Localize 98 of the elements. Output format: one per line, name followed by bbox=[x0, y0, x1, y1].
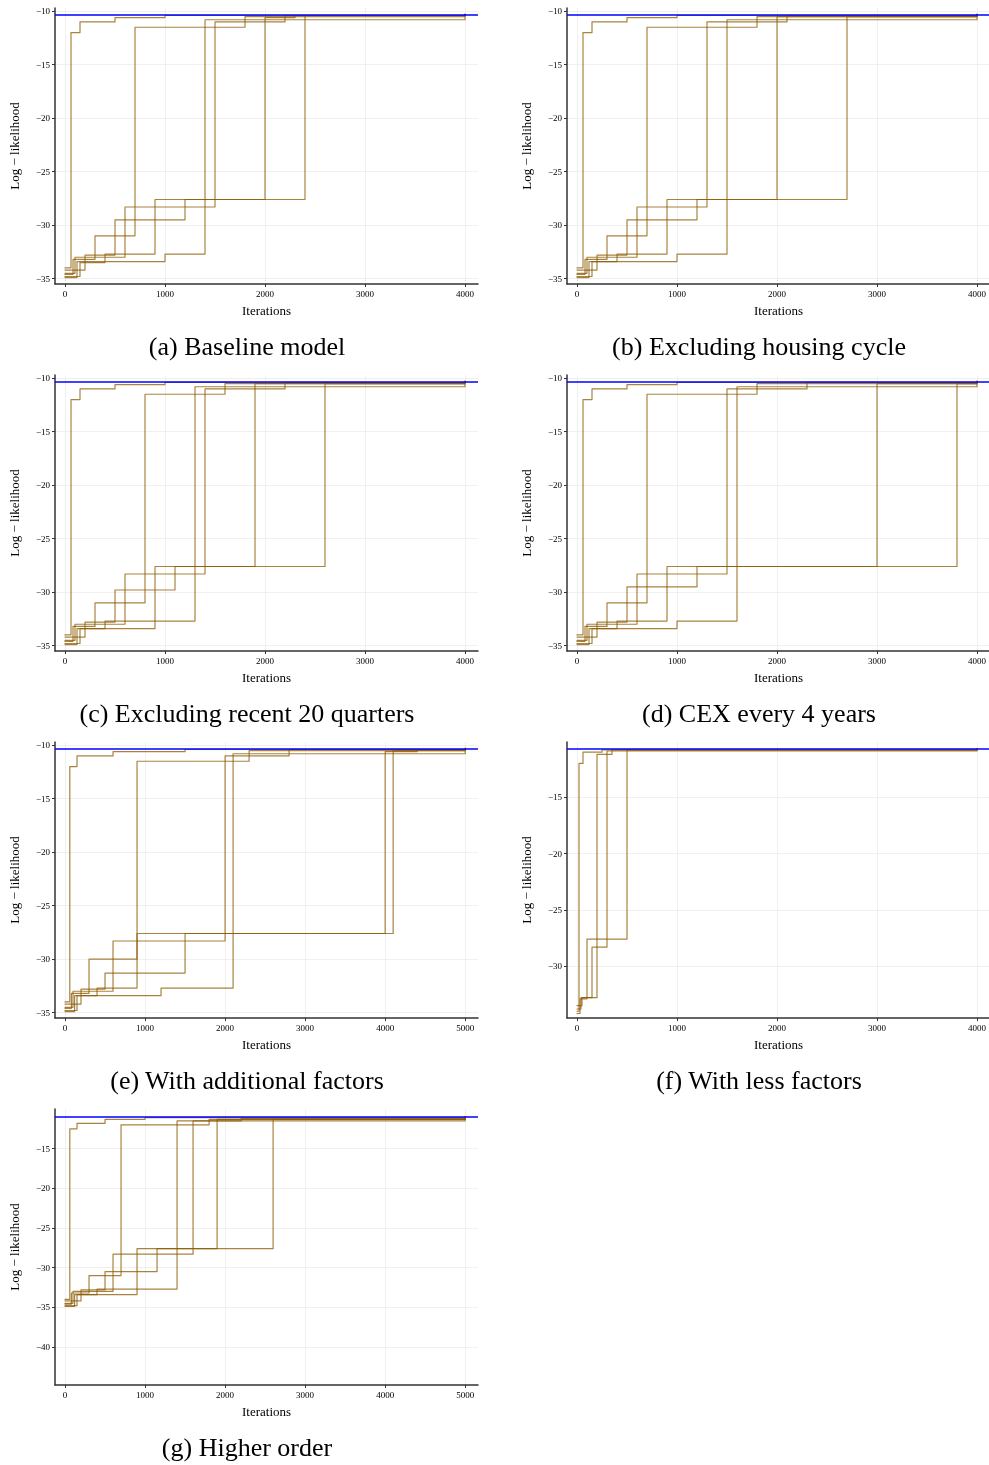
y-tick-label: −30 bbox=[35, 954, 51, 965]
y-tick-label: −10 bbox=[35, 6, 51, 17]
x-tick-label: 3000 bbox=[296, 1389, 315, 1400]
x-tick-label: 4000 bbox=[968, 655, 987, 666]
y-tick-label: −35 bbox=[547, 640, 563, 651]
y-tick-label: −25 bbox=[547, 533, 563, 544]
text: (c) Excluding recent 20 quarters bbox=[79, 698, 415, 728]
x-tick-label: 2000 bbox=[768, 1022, 787, 1033]
x-tick-label: 3000 bbox=[356, 655, 375, 666]
y-tick-label: −30 bbox=[547, 587, 563, 598]
y-tick-label: −25 bbox=[547, 904, 563, 915]
text: (e) With additional factors bbox=[110, 1065, 384, 1095]
x-axis-title: Iterations bbox=[241, 1404, 292, 1419]
y-tick-label: −20 bbox=[547, 113, 563, 124]
x-tick-label: 0 bbox=[62, 655, 68, 666]
x-tick-label: 2000 bbox=[216, 1389, 235, 1400]
y-tick-label: −40 bbox=[35, 1341, 51, 1352]
y-tick-label: −35 bbox=[547, 273, 563, 284]
x-tick-label: 3000 bbox=[356, 288, 375, 299]
y-tick-label: −35 bbox=[35, 1007, 51, 1018]
y-tick-label: −30 bbox=[35, 220, 51, 231]
y-tick-label: −20 bbox=[35, 1183, 51, 1194]
x-tick-label: 3000 bbox=[868, 655, 887, 666]
text: (g) Higher order bbox=[161, 1432, 333, 1462]
y-tick-label: −10 bbox=[35, 740, 51, 751]
x-tick-label: 0 bbox=[574, 1022, 580, 1033]
y-tick-label: −35 bbox=[35, 1302, 51, 1313]
y-tick-label: −15 bbox=[35, 59, 51, 70]
y-tick-label: −20 bbox=[35, 113, 51, 124]
y-tick-label: −10 bbox=[547, 6, 563, 17]
y-axis-title: Log − likelihood bbox=[519, 468, 534, 557]
text: (a) Baseline model bbox=[148, 331, 346, 361]
x-tick-label: 0 bbox=[574, 288, 580, 299]
y-tick-label: −15 bbox=[547, 792, 563, 803]
x-tick-label: 0 bbox=[574, 655, 580, 666]
text: (b) Excluding housing cycle bbox=[612, 331, 906, 361]
x-tick-label: 4000 bbox=[376, 1022, 395, 1033]
y-tick-label: −30 bbox=[547, 961, 563, 972]
x-tick-label: 4000 bbox=[376, 1389, 395, 1400]
y-tick-label: −35 bbox=[35, 640, 51, 651]
y-tick-label: −25 bbox=[35, 900, 51, 911]
x-axis-title: Iterations bbox=[753, 303, 804, 318]
text: (d) CEX every 4 years bbox=[642, 698, 876, 728]
x-tick-label: 1000 bbox=[136, 1022, 155, 1033]
x-axis-title: Iterations bbox=[753, 1037, 804, 1052]
x-tick-label: 2000 bbox=[768, 288, 787, 299]
x-tick-label: 2000 bbox=[256, 288, 275, 299]
y-tick-label: −30 bbox=[35, 1262, 51, 1273]
x-tick-label: 5000 bbox=[456, 1022, 475, 1033]
y-tick-label: −20 bbox=[35, 847, 51, 858]
x-tick-label: 0 bbox=[62, 1022, 68, 1033]
x-axis-title: Iterations bbox=[241, 1037, 292, 1052]
y-tick-label: −20 bbox=[547, 480, 563, 491]
x-tick-label: 1000 bbox=[156, 655, 175, 666]
x-tick-label: 4000 bbox=[456, 288, 475, 299]
x-tick-label: 1000 bbox=[136, 1389, 155, 1400]
y-tick-label: −20 bbox=[35, 480, 51, 491]
y-axis-title: Log − likelihood bbox=[7, 1202, 22, 1291]
x-tick-label: 1000 bbox=[668, 655, 687, 666]
y-tick-label: −15 bbox=[547, 426, 563, 437]
x-tick-label: 4000 bbox=[456, 655, 475, 666]
y-axis-title: Log − likelihood bbox=[519, 101, 534, 190]
x-tick-label: 2000 bbox=[216, 1022, 235, 1033]
x-tick-label: 3000 bbox=[868, 288, 887, 299]
y-tick-label: −25 bbox=[547, 166, 563, 177]
y-tick-label: −15 bbox=[547, 59, 563, 70]
y-tick-label: −10 bbox=[35, 373, 51, 384]
y-tick-label: −25 bbox=[35, 166, 51, 177]
y-tick-label: −10 bbox=[547, 373, 563, 384]
x-tick-label: 1000 bbox=[668, 288, 687, 299]
y-tick-label: −15 bbox=[35, 793, 51, 804]
y-axis-title: Log − likelihood bbox=[519, 835, 534, 924]
y-tick-label: −20 bbox=[547, 848, 563, 859]
x-axis-title: Iterations bbox=[241, 303, 292, 318]
x-tick-label: 2000 bbox=[256, 655, 275, 666]
x-tick-label: 0 bbox=[62, 288, 68, 299]
y-tick-label: −25 bbox=[35, 1222, 51, 1233]
y-tick-label: −15 bbox=[35, 426, 51, 437]
y-tick-label: −35 bbox=[35, 273, 51, 284]
y-tick-label: −30 bbox=[35, 587, 51, 598]
y-axis-title: Log − likelihood bbox=[7, 468, 22, 557]
x-tick-label: 0 bbox=[62, 1389, 68, 1400]
y-axis-title: Log − likelihood bbox=[7, 835, 22, 924]
x-axis-title: Iterations bbox=[241, 670, 292, 685]
x-tick-label: 2000 bbox=[768, 655, 787, 666]
y-tick-label: −30 bbox=[547, 220, 563, 231]
y-tick-label: −25 bbox=[35, 533, 51, 544]
y-axis-title: Log − likelihood bbox=[7, 101, 22, 190]
x-axis-title: Iterations bbox=[753, 670, 804, 685]
x-tick-label: 1000 bbox=[668, 1022, 687, 1033]
x-tick-label: 3000 bbox=[868, 1022, 887, 1033]
x-tick-label: 3000 bbox=[296, 1022, 315, 1033]
x-tick-label: 4000 bbox=[968, 288, 987, 299]
y-tick-label: −15 bbox=[35, 1143, 51, 1154]
x-tick-label: 1000 bbox=[156, 288, 175, 299]
x-tick-label: 5000 bbox=[456, 1389, 475, 1400]
text: (f) With less factors bbox=[656, 1065, 862, 1095]
x-tick-label: 4000 bbox=[968, 1022, 987, 1033]
